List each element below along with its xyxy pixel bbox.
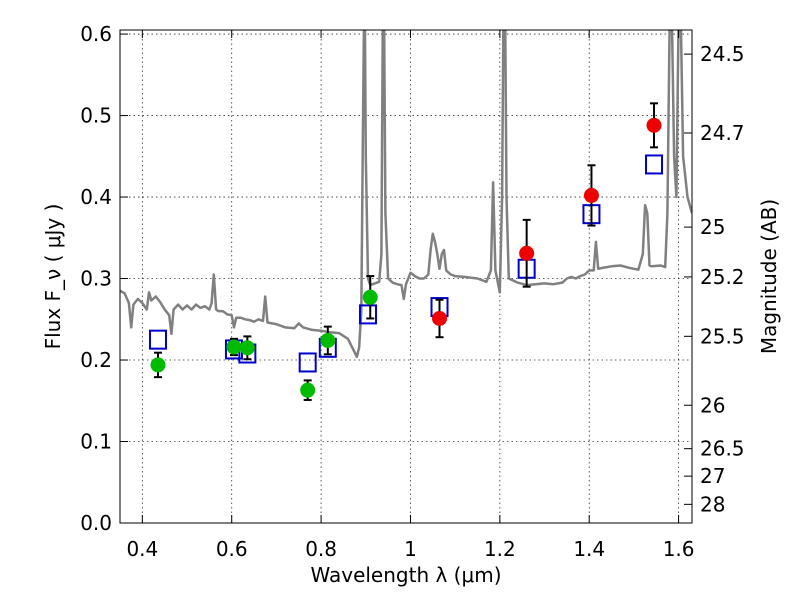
y2-axis-label: Magnitude (AB) bbox=[757, 199, 781, 354]
model-flux-square bbox=[148, 329, 167, 350]
observed-flux-point bbox=[519, 245, 535, 261]
x-tick-label: 0.4 bbox=[126, 537, 158, 561]
y2-tick-label: 28 bbox=[700, 492, 725, 516]
observed-flux-point bbox=[362, 289, 378, 305]
x-tick-label: 1.2 bbox=[484, 537, 516, 561]
observed-flux-point bbox=[150, 357, 166, 373]
model-flux-square bbox=[359, 304, 378, 325]
x-tick-label: 1.6 bbox=[663, 537, 695, 561]
observed-flux-point bbox=[239, 340, 255, 356]
plot-background bbox=[120, 30, 692, 523]
model-spectrum-line bbox=[120, 30, 692, 359]
observed-flux-point bbox=[646, 117, 662, 133]
y2-tick-label: 25.5 bbox=[700, 324, 745, 348]
y-tick-label: 0.6 bbox=[80, 22, 112, 46]
y2-tick-label: 25.2 bbox=[700, 265, 745, 289]
tick-labels: 0.4 0.6 0.8 1 1.2 1.4 1.6 0.0 0.1 0.2 0.3 0.4 0.5 0.6… bbox=[80, 22, 744, 561]
grid-lines bbox=[120, 30, 692, 524]
plot-frame bbox=[119, 29, 693, 524]
y-tick-label: 0.2 bbox=[80, 348, 112, 372]
y2-tick-label: 26 bbox=[700, 393, 725, 417]
observed-flux-point bbox=[320, 332, 336, 348]
x-tick-label: 0.8 bbox=[305, 537, 337, 561]
y-tick-label: 0.0 bbox=[80, 511, 112, 535]
data-layer bbox=[120, 30, 692, 401]
y2-tick-label: 24.7 bbox=[700, 121, 745, 145]
y2-tick-label: 24.5 bbox=[700, 42, 745, 66]
y-axis-label: Flux F_ν ( μJy ) bbox=[41, 204, 65, 350]
y-tick-label: 0.1 bbox=[80, 430, 112, 454]
y-tick-label: 0.3 bbox=[80, 267, 112, 291]
observed-flux-point bbox=[432, 310, 448, 326]
model-flux-square bbox=[298, 352, 317, 373]
observed-flux-point bbox=[226, 339, 242, 355]
y2-tick-label: 25 bbox=[700, 215, 725, 239]
model-flux-square bbox=[645, 154, 664, 175]
y-tick-label: 0.4 bbox=[80, 185, 112, 209]
y-tick-label: 0.5 bbox=[80, 104, 112, 128]
y2-tick-label: 26.5 bbox=[700, 437, 745, 461]
y2-tick-label: 27 bbox=[700, 464, 725, 488]
x-tick-label: 1 bbox=[404, 537, 417, 561]
observed-flux-point bbox=[583, 187, 599, 203]
observed-flux-point bbox=[300, 382, 316, 398]
x-tick-label: 0.6 bbox=[216, 537, 248, 561]
tick-marks bbox=[120, 30, 692, 524]
x-axis-label: Wavelength λ (μm) bbox=[310, 563, 501, 587]
x-tick-label: 1.4 bbox=[573, 537, 605, 561]
